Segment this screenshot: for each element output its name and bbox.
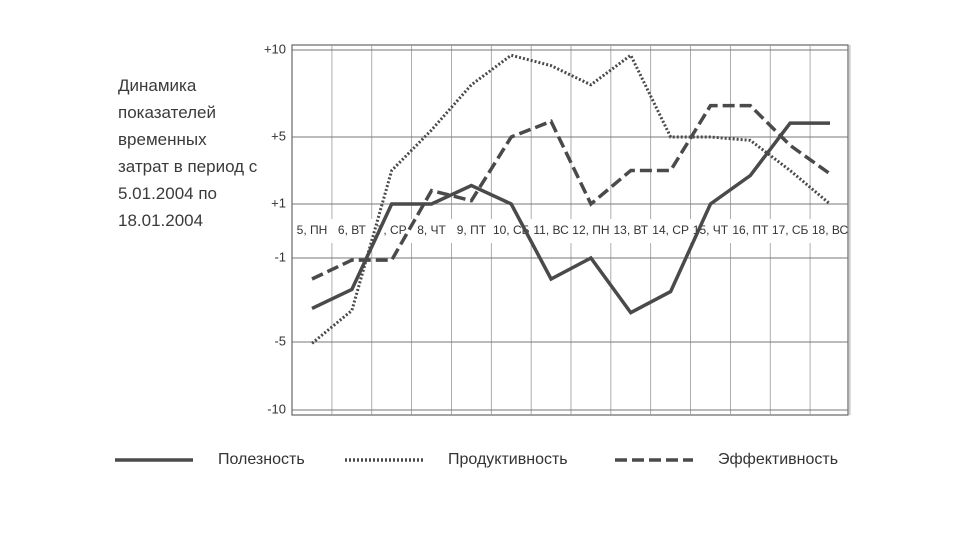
x-tick-label: 14, СР bbox=[652, 223, 689, 237]
y-tick-label: -1 bbox=[274, 249, 286, 264]
x-tick-label: 7, СР bbox=[377, 223, 407, 237]
x-tick-label: 16, ПТ bbox=[732, 223, 769, 237]
y-tick-label: +1 bbox=[271, 195, 286, 210]
x-tick-label: 13, ВТ bbox=[613, 223, 648, 237]
series-line bbox=[311, 103, 832, 281]
y-tick-label: -5 bbox=[274, 333, 286, 348]
series-line bbox=[311, 121, 830, 315]
x-tick-label: 9, ПТ bbox=[457, 223, 487, 237]
x-tick-label: 11, ВС bbox=[533, 223, 569, 237]
x-tick-label: 18, ВС bbox=[812, 223, 849, 237]
y-tick-label: -10 bbox=[267, 401, 286, 416]
chart-title: Динамика показателей временных затрат в … bbox=[118, 76, 258, 230]
plot-frame bbox=[291, 44, 849, 416]
x-tick-label: 17, СБ bbox=[772, 223, 809, 237]
legend-label: Эффективность bbox=[718, 451, 838, 468]
y-tick-label: +5 bbox=[271, 128, 286, 143]
legend-label: Полезность bbox=[218, 451, 305, 468]
x-tick-label: 12, ПН bbox=[572, 223, 609, 237]
category-band bbox=[293, 219, 847, 243]
x-tick-label: 6, ВТ bbox=[338, 223, 367, 237]
x-tick-label: 5, ПН bbox=[297, 223, 328, 237]
y-tick-label: +10 bbox=[264, 41, 286, 56]
x-tick-label: 8, ЧТ bbox=[417, 223, 446, 237]
x-tick-label: 10, СБ bbox=[493, 223, 530, 237]
legend-label: Продуктивность bbox=[448, 451, 568, 468]
